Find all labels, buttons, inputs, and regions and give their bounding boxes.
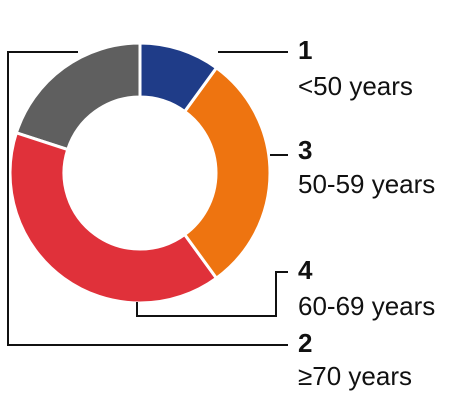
category-label: <50 years [298, 71, 413, 101]
category-label: 50-59 years [298, 169, 435, 199]
donut-segment [14, 41, 142, 152]
category-label: ≥70 years [298, 361, 412, 391]
donut-segment [138, 41, 219, 114]
category-label: 60-69 years [298, 291, 435, 321]
leader-line [7, 51, 288, 346]
value-label: 1 [298, 35, 312, 65]
donut-segment [8, 130, 219, 305]
value-label: 4 [298, 255, 313, 285]
value-label: 2 [298, 328, 312, 358]
value-label: 3 [298, 135, 312, 165]
leader-lines [7, 51, 288, 346]
donut-segment [182, 65, 272, 281]
leader-line [136, 271, 288, 317]
